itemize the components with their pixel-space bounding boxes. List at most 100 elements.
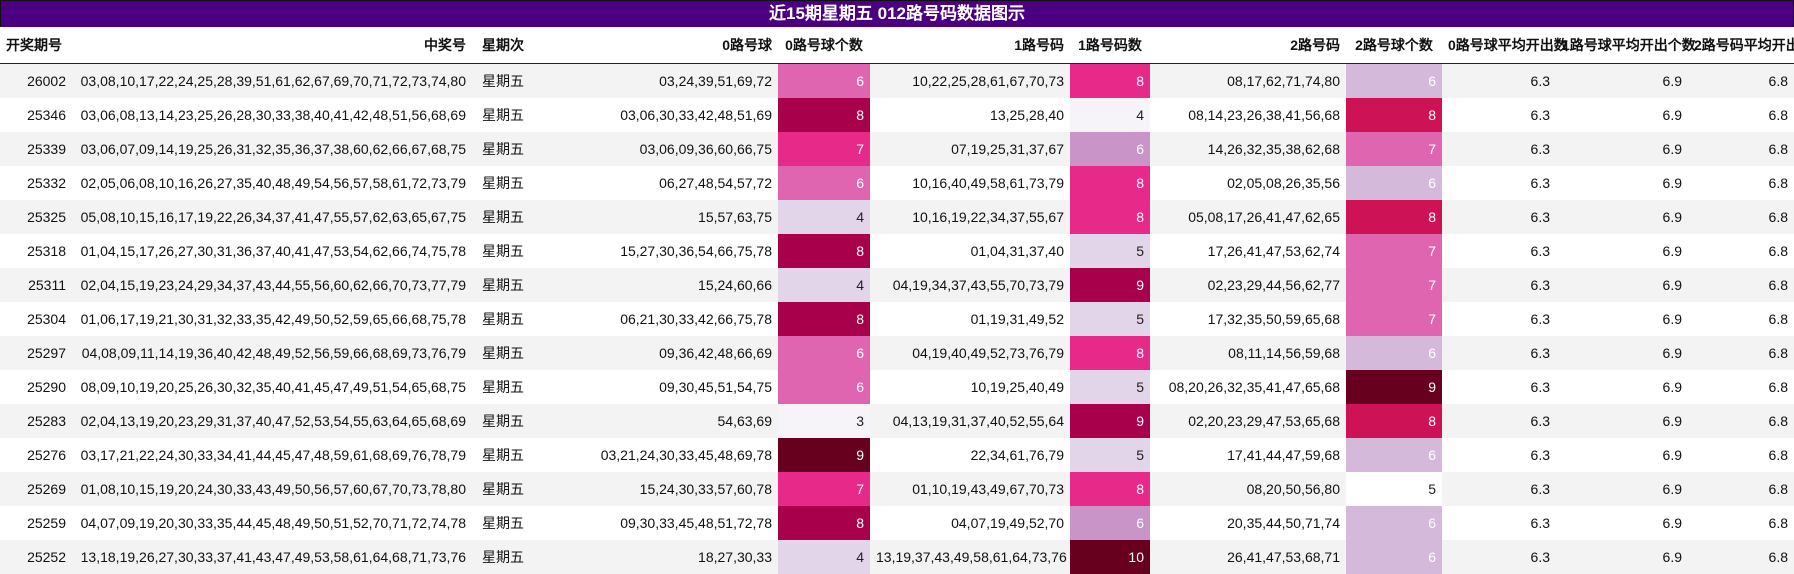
cell-route2: 08,14,23,26,38,41,56,68 bbox=[1150, 98, 1346, 132]
cell-route0-avg: 6.3 bbox=[1442, 166, 1556, 200]
cell-route1-count: 4 bbox=[1070, 98, 1150, 132]
cell-route0: 54,63,69 bbox=[534, 404, 778, 438]
cell-numbers: 02,04,15,19,23,24,29,34,37,43,44,55,56,6… bbox=[72, 268, 472, 302]
cell-numbers: 01,04,15,17,26,27,30,31,36,37,40,41,47,5… bbox=[72, 234, 472, 268]
cell-route2: 08,20,26,32,35,41,47,65,68 bbox=[1150, 370, 1346, 404]
cell-route2-count: 6 bbox=[1346, 336, 1442, 370]
cell-route1-count: 5 bbox=[1070, 438, 1150, 472]
cell-route1-avg: 6.9 bbox=[1556, 166, 1688, 200]
cell-issue: 26002 bbox=[0, 63, 72, 98]
cell-route2-count: 8 bbox=[1346, 404, 1442, 438]
cell-route1-avg: 6.9 bbox=[1556, 370, 1688, 404]
cell-route1: 10,16,19,22,34,37,55,67 bbox=[870, 200, 1070, 234]
cell-issue: 25290 bbox=[0, 370, 72, 404]
cell-route1-avg: 6.9 bbox=[1556, 268, 1688, 302]
cell-route2-count: 7 bbox=[1346, 234, 1442, 268]
table-row: 25311 02,04,15,19,23,24,29,34,37,43,44,55… bbox=[0, 268, 1794, 302]
cell-route1: 04,07,19,49,52,70 bbox=[870, 506, 1070, 540]
cell-numbers: 02,05,06,08,10,16,26,27,35,40,48,49,54,5… bbox=[72, 166, 472, 200]
cell-route0-count: 8 bbox=[778, 506, 870, 540]
cell-route0-avg: 6.3 bbox=[1442, 506, 1556, 540]
table-row: 25276 03,17,21,22,24,30,33,34,41,44,45,47… bbox=[0, 438, 1794, 472]
cell-numbers: 03,06,07,09,14,19,25,26,31,32,35,36,37,3… bbox=[72, 132, 472, 166]
cell-weekday: 星期五 bbox=[472, 438, 534, 472]
cell-route2: 17,32,35,50,59,65,68 bbox=[1150, 302, 1346, 336]
cell-route1-count: 10 bbox=[1070, 540, 1150, 574]
cell-numbers: 03,17,21,22,24,30,33,34,41,44,45,47,48,5… bbox=[72, 438, 472, 472]
header-route2-count: 2路号球个数 bbox=[1346, 27, 1442, 64]
cell-numbers: 01,06,17,19,21,30,31,32,33,35,42,49,50,5… bbox=[72, 302, 472, 336]
cell-route1: 01,19,31,49,52 bbox=[870, 302, 1070, 336]
cell-route0: 03,21,24,30,33,45,48,69,78 bbox=[534, 438, 778, 472]
cell-route2-avg: 6.8 bbox=[1688, 63, 1794, 98]
chart-title: 近15期星期五 012路号码数据图示 bbox=[0, 0, 1794, 27]
cell-issue: 25269 bbox=[0, 472, 72, 506]
header-issue: 开奖期号 bbox=[0, 27, 72, 64]
cell-route0-avg: 6.3 bbox=[1442, 336, 1556, 370]
cell-route2-count: 8 bbox=[1346, 98, 1442, 132]
cell-weekday: 星期五 bbox=[472, 404, 534, 438]
cell-route2-count: 6 bbox=[1346, 166, 1442, 200]
cell-route1-count: 9 bbox=[1070, 268, 1150, 302]
cell-weekday: 星期五 bbox=[472, 200, 534, 234]
header-route1-count: 1路号码数 bbox=[1070, 27, 1150, 64]
table-row: 25346 03,06,08,13,14,23,25,26,28,30,33,38… bbox=[0, 98, 1794, 132]
cell-numbers: 05,08,10,15,16,17,19,22,26,34,37,41,47,5… bbox=[72, 200, 472, 234]
cell-numbers: 03,08,10,17,22,24,25,28,39,51,61,62,67,6… bbox=[72, 63, 472, 98]
cell-issue: 25283 bbox=[0, 404, 72, 438]
cell-weekday: 星期五 bbox=[472, 63, 534, 98]
cell-route1-avg: 6.9 bbox=[1556, 132, 1688, 166]
cell-route1-avg: 6.9 bbox=[1556, 540, 1688, 574]
cell-route2-avg: 6.8 bbox=[1688, 98, 1794, 132]
cell-route2: 17,41,44,47,59,68 bbox=[1150, 438, 1346, 472]
cell-route1: 22,34,61,76,79 bbox=[870, 438, 1070, 472]
data-table: 开奖期号 中奖号 星期次 0路号球 0路号球个数 1路号码 1路号码数 2路号码… bbox=[0, 27, 1794, 574]
cell-route1-count: 5 bbox=[1070, 370, 1150, 404]
cell-route1-avg: 6.9 bbox=[1556, 404, 1688, 438]
cell-route0-avg: 6.3 bbox=[1442, 63, 1556, 98]
cell-route0-count: 6 bbox=[778, 336, 870, 370]
table-row: 25290 08,09,10,19,20,25,26,30,32,35,40,41… bbox=[0, 370, 1794, 404]
cell-route2-avg: 6.8 bbox=[1688, 540, 1794, 574]
header-row: 开奖期号 中奖号 星期次 0路号球 0路号球个数 1路号码 1路号码数 2路号码… bbox=[0, 27, 1794, 64]
header-route0-count: 0路号球个数 bbox=[778, 27, 870, 64]
cell-route2: 02,23,29,44,56,62,77 bbox=[1150, 268, 1346, 302]
cell-route1: 13,19,37,43,49,58,61,64,73,76 bbox=[870, 540, 1070, 574]
header-route1-avg: 1路号球平均开出个数 bbox=[1556, 27, 1696, 64]
cell-route1-avg: 6.9 bbox=[1556, 336, 1688, 370]
cell-route2-avg: 6.8 bbox=[1688, 370, 1794, 404]
cell-numbers: 04,08,09,11,14,19,36,40,42,48,49,52,56,5… bbox=[72, 336, 472, 370]
cell-route0-avg: 6.3 bbox=[1442, 370, 1556, 404]
header-weekday: 星期次 bbox=[472, 27, 534, 64]
cell-route1-avg: 6.9 bbox=[1556, 472, 1688, 506]
cell-route1: 10,22,25,28,61,67,70,73 bbox=[870, 63, 1070, 98]
cell-route2: 08,17,62,71,74,80 bbox=[1150, 63, 1346, 98]
table-row: 25332 02,05,06,08,10,16,26,27,35,40,48,49… bbox=[0, 166, 1794, 200]
cell-route1-count: 5 bbox=[1070, 234, 1150, 268]
cell-route2-count: 6 bbox=[1346, 63, 1442, 98]
cell-route2: 02,20,23,29,47,53,65,68 bbox=[1150, 404, 1346, 438]
table-row: 25339 03,06,07,09,14,19,25,26,31,32,35,36… bbox=[0, 132, 1794, 166]
header-numbers: 中奖号 bbox=[72, 27, 472, 64]
cell-issue: 25346 bbox=[0, 98, 72, 132]
cell-route2-count: 7 bbox=[1346, 302, 1442, 336]
cell-issue: 25332 bbox=[0, 166, 72, 200]
cell-route2: 17,26,41,47,53,62,74 bbox=[1150, 234, 1346, 268]
cell-route2: 20,35,44,50,71,74 bbox=[1150, 506, 1346, 540]
cell-numbers: 13,18,19,26,27,30,33,37,41,43,47,49,53,5… bbox=[72, 540, 472, 574]
cell-weekday: 星期五 bbox=[472, 268, 534, 302]
cell-numbers: 02,04,13,19,20,23,29,31,37,40,47,52,53,5… bbox=[72, 404, 472, 438]
cell-route2-avg: 6.8 bbox=[1688, 472, 1794, 506]
cell-route2: 05,08,17,26,41,47,62,65 bbox=[1150, 200, 1346, 234]
header-route2: 2路号码 bbox=[1150, 27, 1346, 64]
cell-route1-count: 6 bbox=[1070, 506, 1150, 540]
cell-route0-avg: 6.3 bbox=[1442, 472, 1556, 506]
cell-route1-count: 5 bbox=[1070, 302, 1150, 336]
cell-route2-count: 9 bbox=[1346, 370, 1442, 404]
cell-weekday: 星期五 bbox=[472, 302, 534, 336]
cell-issue: 25297 bbox=[0, 336, 72, 370]
cell-route2: 02,05,08,26,35,56 bbox=[1150, 166, 1346, 200]
cell-route0-count: 4 bbox=[778, 200, 870, 234]
cell-route0-count: 6 bbox=[778, 370, 870, 404]
